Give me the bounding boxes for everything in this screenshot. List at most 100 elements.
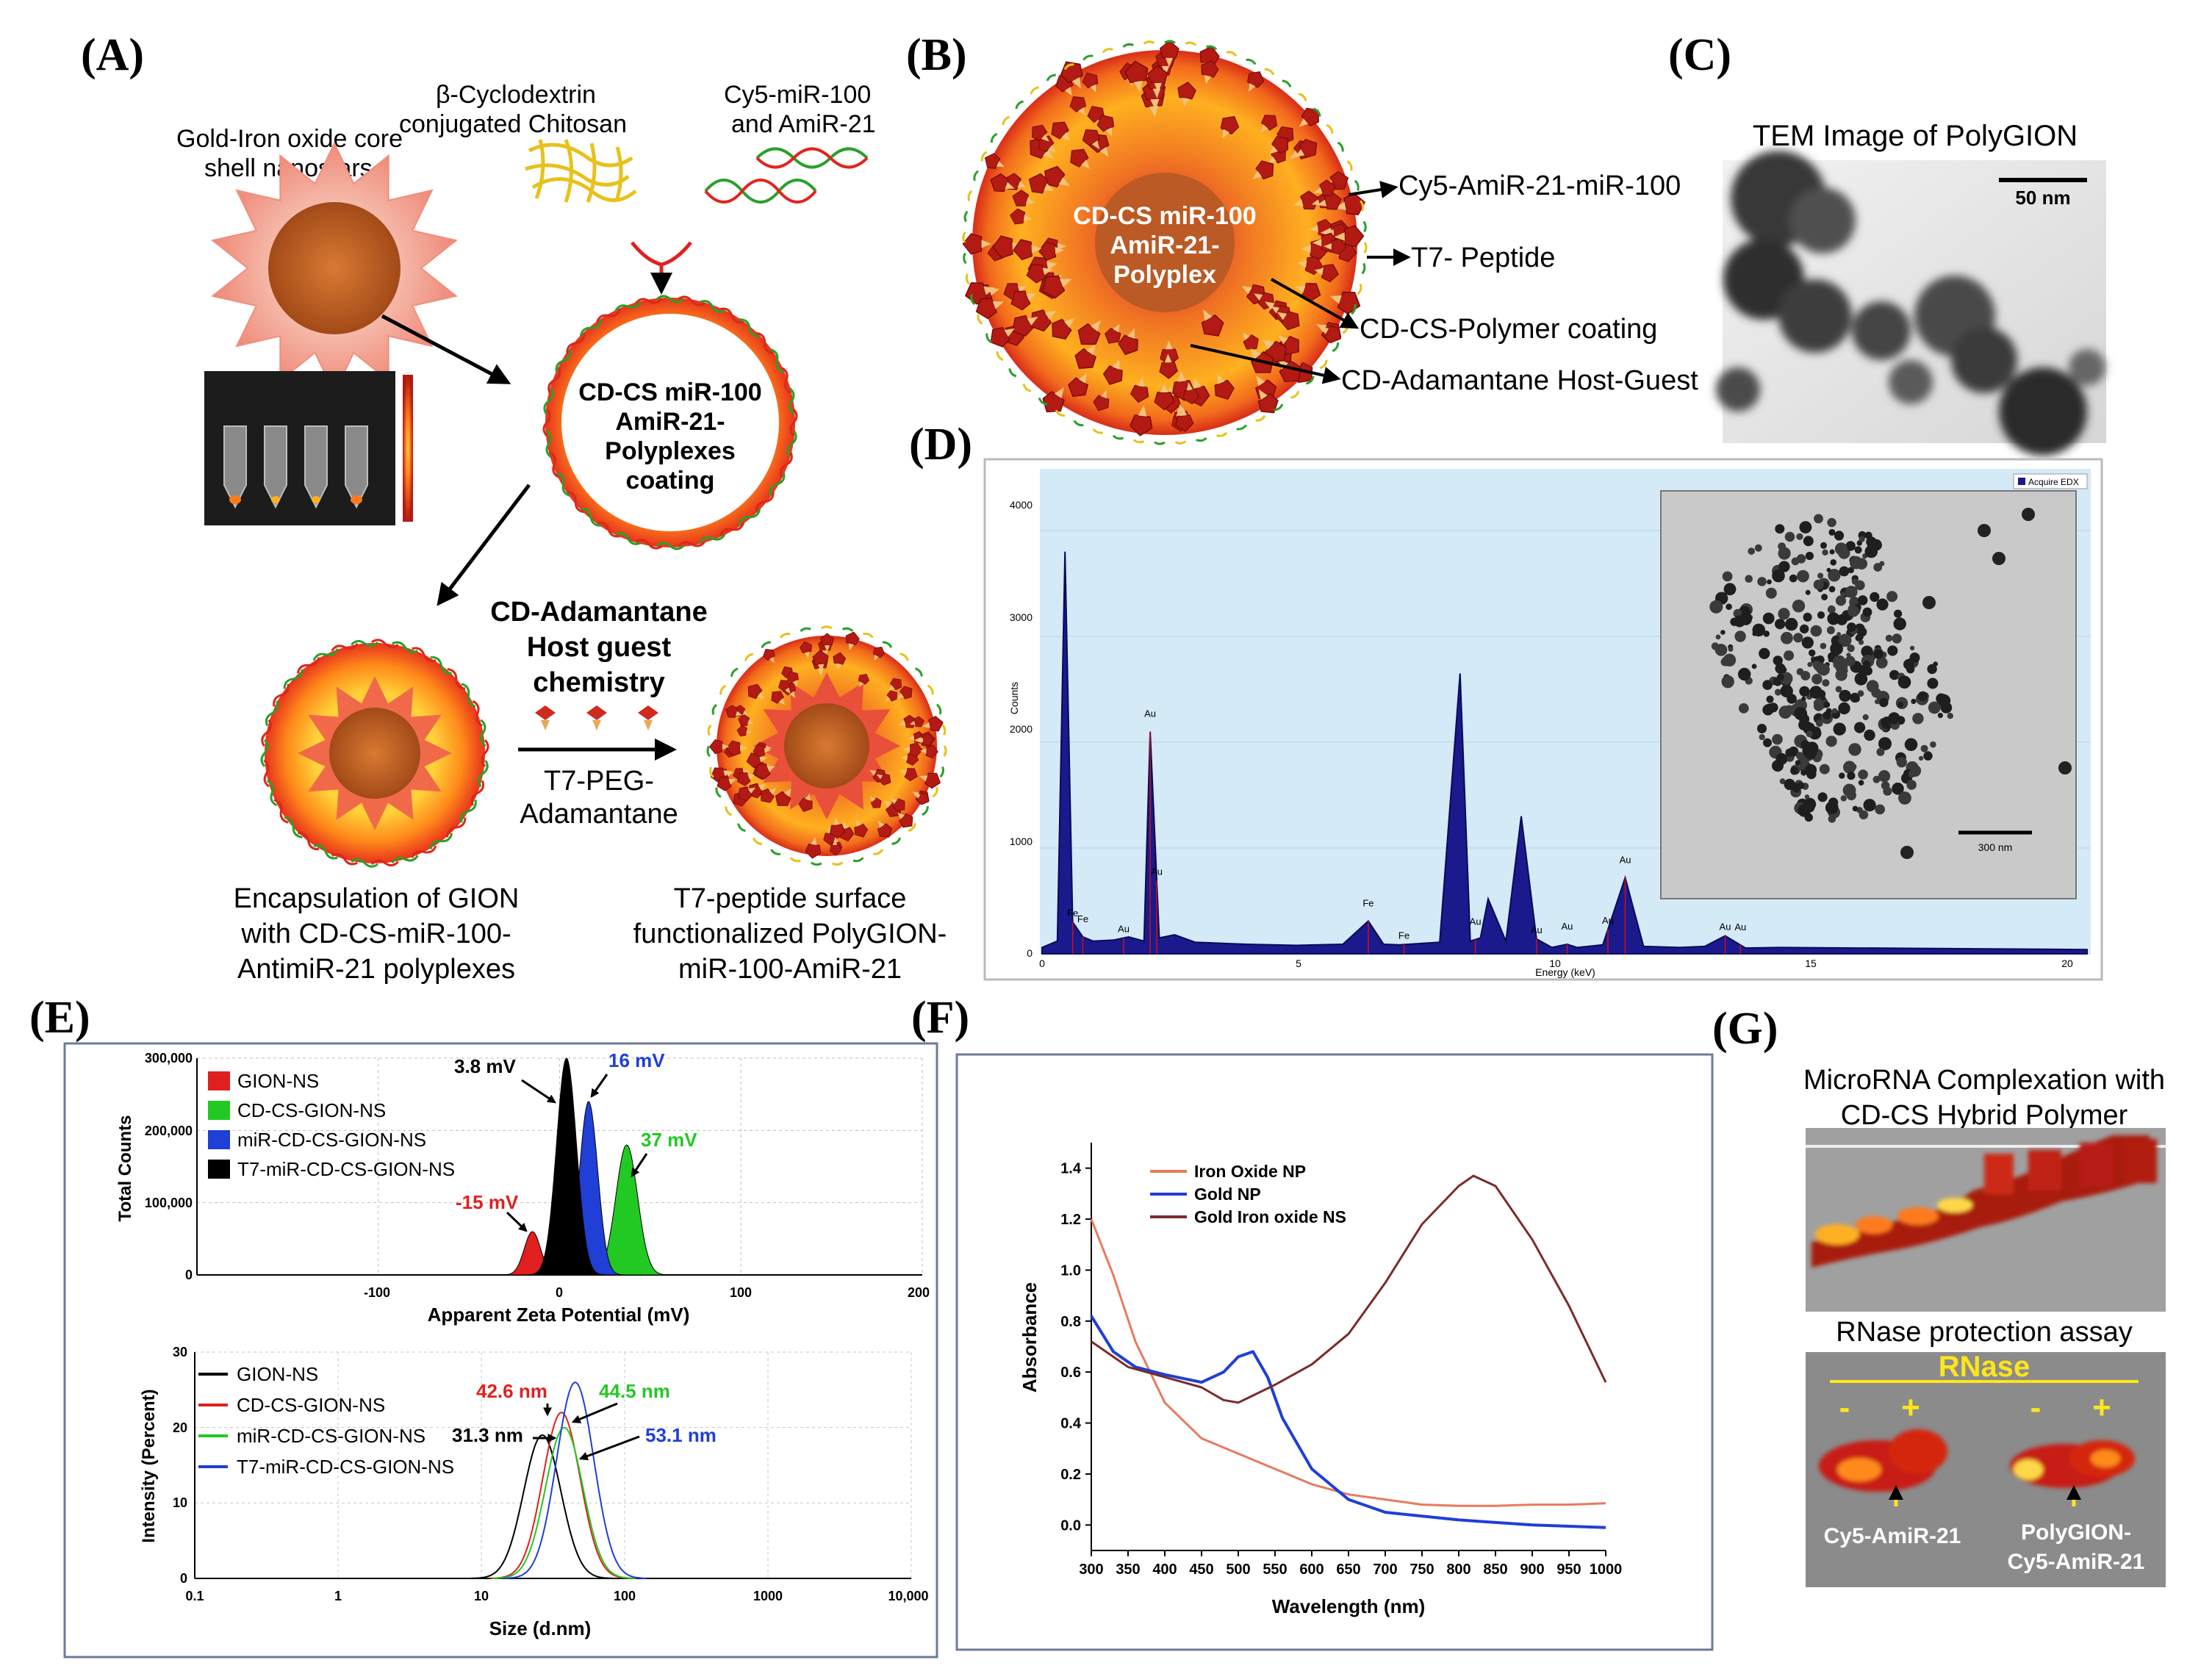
edx-peak-label: Au xyxy=(1151,866,1163,877)
zeta-ann-16: 16 mV xyxy=(608,1049,665,1071)
g-title-line3: RNase protection assay xyxy=(1836,1317,2132,1348)
arrow-polyplex-to-encapsulated xyxy=(437,484,531,606)
zeta-ytick-0: 0 xyxy=(185,1268,193,1282)
size-chart: Intensity (Percent) Size (d.nm) 0 10 20 … xyxy=(139,1345,929,1639)
zeta-ann-37: 37 mV xyxy=(641,1129,697,1151)
abs-legend-1: Gold NP xyxy=(1194,1185,1261,1204)
size-curve-0 xyxy=(470,1434,613,1579)
encap-caption-line1: Encapsulation of GION xyxy=(234,883,520,914)
edx-xtick-3: 15 xyxy=(1805,957,1817,969)
chitosan-label-line2: conjugated Chitosan xyxy=(399,110,627,138)
polyplex-coating-particle xyxy=(542,295,798,550)
size-xtick-4: 1000 xyxy=(753,1589,783,1603)
zeta-legend-0: GION-NS xyxy=(237,1070,319,1092)
panel-g: (G) MicroRNA Complexation with CD-CS Hyb… xyxy=(1712,1004,2166,1587)
abs-xtick: 750 xyxy=(1410,1562,1434,1578)
edx-peak-label: Au xyxy=(1720,921,1731,932)
functionalized-polygion-particle xyxy=(706,625,947,866)
size-ann-445: 44.5 nm xyxy=(599,1380,670,1402)
size-ytick-3: 30 xyxy=(173,1345,187,1359)
edx-peak-label: Fe xyxy=(1077,913,1088,924)
edx-xlabel: Energy (keV) xyxy=(1535,966,1595,978)
b-label-cy5: Cy5-AmiR-21-miR-100 xyxy=(1398,170,1681,201)
absorbance-chart: 300 350 400 450 500 550 600 650 700 750 800 850 900 9… xyxy=(1019,1143,1622,1617)
size-ann-313: 31.3 nm xyxy=(452,1424,523,1446)
mir-label-line1: Cy5-miR-100 xyxy=(724,81,871,109)
merge-arrow xyxy=(631,241,692,267)
zeta-ann-38: 3.8 mV xyxy=(454,1055,516,1077)
encap-caption-line2: with CD-CS-miR-100- xyxy=(240,919,511,949)
zeta-ann-m15: -15 mV xyxy=(456,1191,519,1213)
size-xtick-2: 10 xyxy=(474,1589,489,1603)
panel-label-g: (G) xyxy=(1712,1004,1778,1054)
abs-xtick: 650 xyxy=(1336,1562,1360,1578)
edx-peak-label: Au xyxy=(1144,708,1156,719)
size-xtick-5: 10,000 xyxy=(888,1589,928,1603)
abs-xtick: 450 xyxy=(1189,1562,1213,1578)
edx-peak-label: Au xyxy=(1118,923,1130,934)
encap-caption-line3: AntimiR-21 polyplexes xyxy=(237,954,515,985)
size-curve-3 xyxy=(503,1381,647,1579)
g-title-line1: MicroRNA Complexation with xyxy=(1803,1065,2165,1096)
size-curve-2 xyxy=(492,1426,636,1579)
edx-peak-label: Au xyxy=(1531,924,1543,935)
func-caption-line3: miR-100-AmiR-21 xyxy=(678,954,902,985)
abs-curve-1 xyxy=(1090,1315,1606,1529)
abs-ytick: 0.6 xyxy=(1060,1365,1081,1381)
gel-complexation-image xyxy=(1806,1128,2166,1312)
abs-xtick: 950 xyxy=(1556,1562,1581,1578)
edx-peak-label: Au xyxy=(1562,921,1573,932)
size-ytick-2: 20 xyxy=(173,1420,187,1435)
lane-2-label-b: Cy5-AmiR-21 xyxy=(2008,1550,2145,1574)
panel-label-d: (D) xyxy=(909,420,972,470)
edx-peak-label: Au xyxy=(1734,921,1746,932)
edx-inset-tem: 300 nm xyxy=(1660,490,2077,899)
chitosan-label-line1: β-Cyclodextrin xyxy=(436,81,596,109)
rnase-minus-1: - xyxy=(1839,1390,1850,1426)
tube-fluorescence-image xyxy=(204,371,413,525)
abs-ytick: 0.2 xyxy=(1060,1467,1081,1483)
size-ann-426: 42.6 nm xyxy=(476,1380,547,1402)
zeta-xlabel: Apparent Zeta Potential (mV) xyxy=(428,1304,690,1326)
zeta-ytick-2: 200,000 xyxy=(145,1124,193,1138)
zeta-legend-3: T7-miR-CD-CS-GION-NS xyxy=(237,1158,455,1180)
size-curve-1 xyxy=(489,1412,633,1579)
b-label-t7: T7- Peptide xyxy=(1411,242,1555,273)
size-legend-1: CD-CS-GION-NS xyxy=(237,1394,385,1416)
host-guest-line3: chemistry xyxy=(533,667,665,698)
rnase-plus-1: + xyxy=(1901,1390,1920,1426)
zeta-peak-3 xyxy=(526,1057,607,1276)
edx-legend: Acquire EDX xyxy=(2028,477,2079,487)
panel-label-c: (C) xyxy=(1668,30,1731,80)
abs-xtick: 600 xyxy=(1299,1562,1324,1578)
rnase-minus-2: - xyxy=(2030,1390,2042,1426)
zeta-xtick-3: 200 xyxy=(908,1285,930,1300)
b-label-coating: CD-CS-Polymer coating xyxy=(1360,314,1657,345)
polyplex-label-line3: Polyplexes xyxy=(605,437,736,465)
size-xtick-0: 0.1 xyxy=(185,1589,204,1603)
size-ytick-1: 10 xyxy=(173,1495,187,1510)
tem-scale-bar-label: 50 nm xyxy=(2015,187,2070,209)
panel-label-b: (B) xyxy=(906,30,967,80)
panel-a: (A) Gold-Iron oxide core shell nanostars… xyxy=(81,30,947,985)
polyplex-label-line2: AmiR-21- xyxy=(615,408,725,436)
zeta-xtick-2: 100 xyxy=(730,1285,752,1300)
size-legend-3: T7-miR-CD-CS-GION-NS xyxy=(237,1456,454,1478)
abs-curve-2 xyxy=(1091,1174,1607,1404)
panel-label-a: (A) xyxy=(81,30,144,80)
zeta-legend-1: CD-CS-GION-NS xyxy=(237,1099,386,1121)
size-xtick-3: 100 xyxy=(614,1589,636,1603)
b-center-line1: CD-CS miR-100 xyxy=(1073,202,1256,230)
edx-ytick-3: 3000 xyxy=(1010,611,1033,623)
host-guest-line1: CD-Adamantane xyxy=(490,597,708,628)
chitosan-mesh-icon xyxy=(525,139,637,203)
b-center-line3: Polyplex xyxy=(1113,261,1216,289)
size-ann-531: 53.1 nm xyxy=(645,1424,717,1446)
zeta-xtick-1: 0 xyxy=(556,1285,563,1300)
abs-ylabel: Absorbance xyxy=(1019,1282,1041,1392)
encapsulated-gion-particle xyxy=(260,639,489,868)
edx-xtick-1: 5 xyxy=(1296,957,1301,969)
size-ytick-0: 0 xyxy=(180,1571,187,1586)
edx-peak-label: Fe xyxy=(1067,908,1078,919)
edx-xtick-0: 0 xyxy=(1039,957,1045,969)
